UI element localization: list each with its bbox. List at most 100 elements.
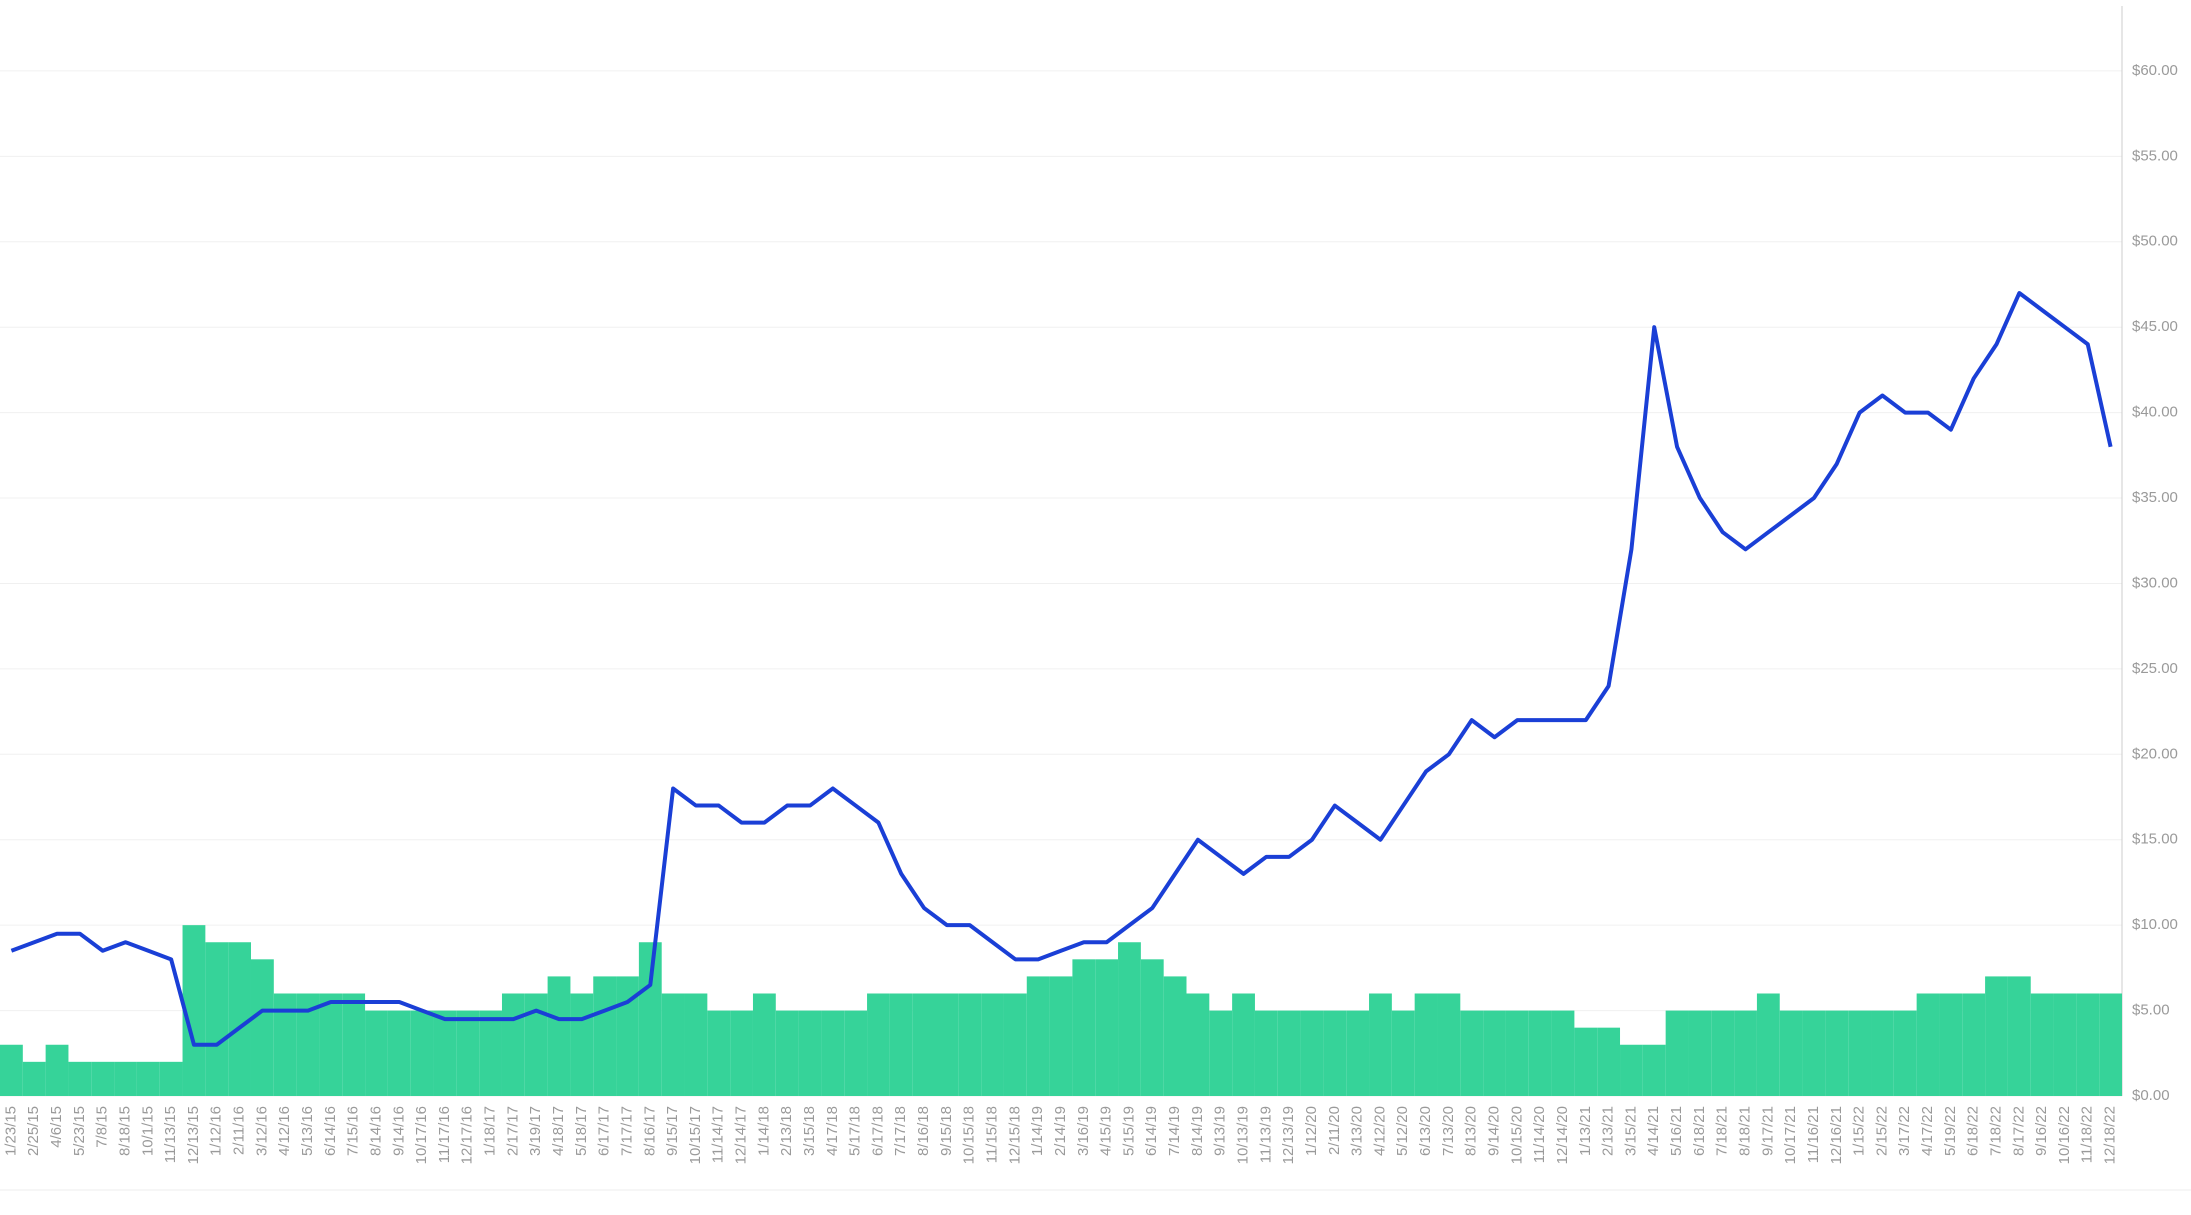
bar <box>2030 993 2054 1096</box>
x-tick-label: 11/16/21 <box>1805 1106 1822 1163</box>
bar <box>1642 1044 1666 1096</box>
x-tick-label: 8/16/17 <box>641 1106 658 1156</box>
bar <box>1460 1010 1484 1096</box>
x-tick-label: 4/15/19 <box>1098 1106 1115 1156</box>
x-tick-label: 8/17/22 <box>2010 1106 2027 1156</box>
x-tick-label: 8/14/16 <box>367 1106 384 1156</box>
bar <box>570 993 594 1096</box>
x-tick-label: 4/12/16 <box>276 1106 293 1156</box>
x-tick-label: 5/19/22 <box>1942 1106 1959 1156</box>
bar <box>1300 1010 1324 1096</box>
x-tick-label: 7/18/21 <box>1714 1106 1731 1156</box>
x-tick-label: 5/17/18 <box>847 1106 864 1156</box>
x-tick-label: 4/18/17 <box>550 1106 567 1156</box>
x-tick-label: 3/17/22 <box>1896 1106 1913 1156</box>
x-tick-label: 4/12/20 <box>1371 1106 1388 1156</box>
bar <box>91 1061 115 1096</box>
bar <box>935 993 959 1096</box>
bar <box>182 925 206 1096</box>
bar <box>1391 1010 1415 1096</box>
x-tick-label: 7/17/17 <box>618 1106 635 1156</box>
bar <box>1962 993 1986 1096</box>
y-tick-label: $5.00 <box>2132 1002 2170 1019</box>
bar <box>159 1061 183 1096</box>
x-tick-label: 7/14/19 <box>1166 1106 1183 1156</box>
x-tick-label: 2/15/22 <box>1873 1106 1890 1156</box>
x-tick-label: 7/13/20 <box>1440 1106 1457 1156</box>
bar <box>1688 1010 1712 1096</box>
x-tick-label: 10/15/17 <box>687 1106 704 1164</box>
y-tick-label: $20.00 <box>2132 745 2178 762</box>
bar <box>205 942 229 1096</box>
x-tick-label: 1/23/15 <box>2 1106 19 1156</box>
x-tick-label: 9/15/18 <box>938 1106 955 1156</box>
x-tick-label: 4/17/18 <box>824 1106 841 1156</box>
bar <box>1209 1010 1233 1096</box>
bar <box>2007 976 2031 1096</box>
x-tick-label: 2/14/19 <box>1052 1106 1069 1156</box>
x-tick-label: 7/17/18 <box>892 1106 909 1156</box>
y-tick-label: $55.00 <box>2132 147 2178 164</box>
x-tick-label: 3/15/21 <box>1622 1106 1639 1156</box>
bar <box>1893 1010 1917 1096</box>
bar <box>1574 1027 1598 1096</box>
x-tick-label: 12/13/19 <box>1280 1106 1297 1164</box>
x-tick-label: 11/13/19 <box>1257 1106 1274 1163</box>
bar <box>1597 1027 1621 1096</box>
x-tick-label: 7/15/16 <box>345 1106 362 1156</box>
bar <box>661 993 685 1096</box>
bar <box>387 1010 411 1096</box>
bar <box>1140 959 1164 1096</box>
y-tick-label: $25.00 <box>2132 660 2178 677</box>
bar <box>0 1044 23 1096</box>
bar <box>1232 993 1255 1096</box>
x-tick-label: 6/13/20 <box>1417 1106 1434 1156</box>
x-tick-label: 11/18/22 <box>2079 1106 2096 1163</box>
bar <box>1734 1010 1757 1096</box>
bar <box>296 993 320 1096</box>
x-tick-label: 9/16/22 <box>2033 1106 2050 1156</box>
y-tick-label: $15.00 <box>2132 831 2178 848</box>
x-tick-label: 3/15/18 <box>801 1106 818 1156</box>
bar <box>365 1010 388 1096</box>
bar <box>1186 993 1210 1096</box>
bar <box>433 1010 457 1096</box>
bar <box>1163 976 1187 1096</box>
x-tick-label: 6/17/17 <box>596 1106 613 1156</box>
bar <box>593 976 617 1096</box>
x-tick-label: 10/1/15 <box>139 1106 156 1156</box>
bar <box>1939 993 1963 1096</box>
bar <box>1277 1010 1301 1096</box>
x-tick-label: 6/18/21 <box>1691 1106 1708 1156</box>
x-tick-label: 10/15/20 <box>1508 1106 1525 1164</box>
bar <box>114 1061 137 1096</box>
bar <box>45 1044 69 1096</box>
x-tick-label: 3/12/16 <box>253 1106 270 1156</box>
x-tick-label: 9/14/20 <box>1485 1106 1502 1156</box>
x-tick-label: 6/17/18 <box>869 1106 886 1156</box>
x-tick-label: 12/16/21 <box>1828 1106 1845 1164</box>
bar <box>1483 1010 1506 1096</box>
bar <box>68 1061 92 1096</box>
x-tick-label: 12/14/17 <box>733 1106 750 1164</box>
x-tick-label: 2/25/15 <box>25 1106 42 1156</box>
bar <box>547 976 571 1096</box>
bar <box>616 976 639 1096</box>
x-tick-label: 11/14/20 <box>1531 1106 1548 1163</box>
x-tick-label: 2/13/18 <box>778 1106 795 1156</box>
bar <box>1414 993 1438 1096</box>
bar <box>1072 959 1096 1096</box>
bar <box>1323 1010 1347 1096</box>
bar <box>844 1010 868 1096</box>
bar <box>867 993 890 1096</box>
bar <box>684 993 708 1096</box>
x-tick-label: 7/8/15 <box>94 1106 111 1148</box>
x-tick-label: 11/17/16 <box>436 1106 453 1163</box>
x-tick-label: 1/12/16 <box>208 1106 225 1156</box>
bar <box>410 1010 434 1096</box>
x-tick-label: 5/23/15 <box>71 1106 88 1156</box>
bar <box>250 959 274 1096</box>
x-tick-label: 6/14/16 <box>322 1106 339 1156</box>
bar <box>136 1061 160 1096</box>
x-tick-label: 11/13/15 <box>162 1106 179 1163</box>
